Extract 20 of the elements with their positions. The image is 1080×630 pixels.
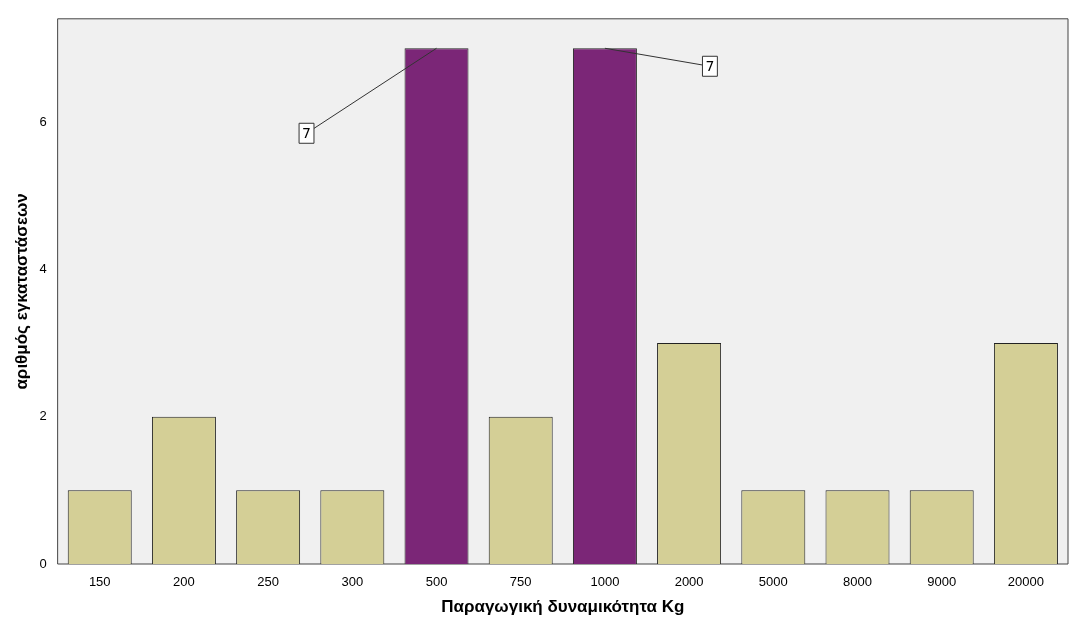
y-tick-label: 4	[39, 260, 47, 276]
x-tick-label: 2000	[674, 574, 704, 590]
x-tick-label: 200	[173, 574, 195, 590]
annotation: 7	[302, 124, 311, 141]
y-tick-label: 6	[39, 113, 47, 129]
y-tick-label: 2	[39, 408, 47, 424]
y-tick-label: 0	[39, 555, 47, 571]
x-tick-label: 300	[341, 574, 364, 590]
x-tick-label: 8000	[843, 574, 872, 590]
x-axis-title: Παραγωγική δυναμικότητα Kg	[441, 597, 685, 617]
y-axis-title: αριθμός εγκαταστάσεων	[11, 193, 31, 390]
x-tick-label: 5000	[758, 574, 788, 590]
annotation: 7	[705, 57, 715, 74]
x-tick-label: 250	[257, 574, 279, 590]
x-tick-label: 20000	[1007, 574, 1044, 590]
x-tick-label: 1000	[590, 574, 620, 590]
x-tick-label: 150	[88, 574, 111, 590]
x-tick-label: 9000	[927, 574, 957, 590]
x-tick-label: 750	[509, 574, 532, 590]
x-tick-label: 500	[425, 574, 448, 590]
